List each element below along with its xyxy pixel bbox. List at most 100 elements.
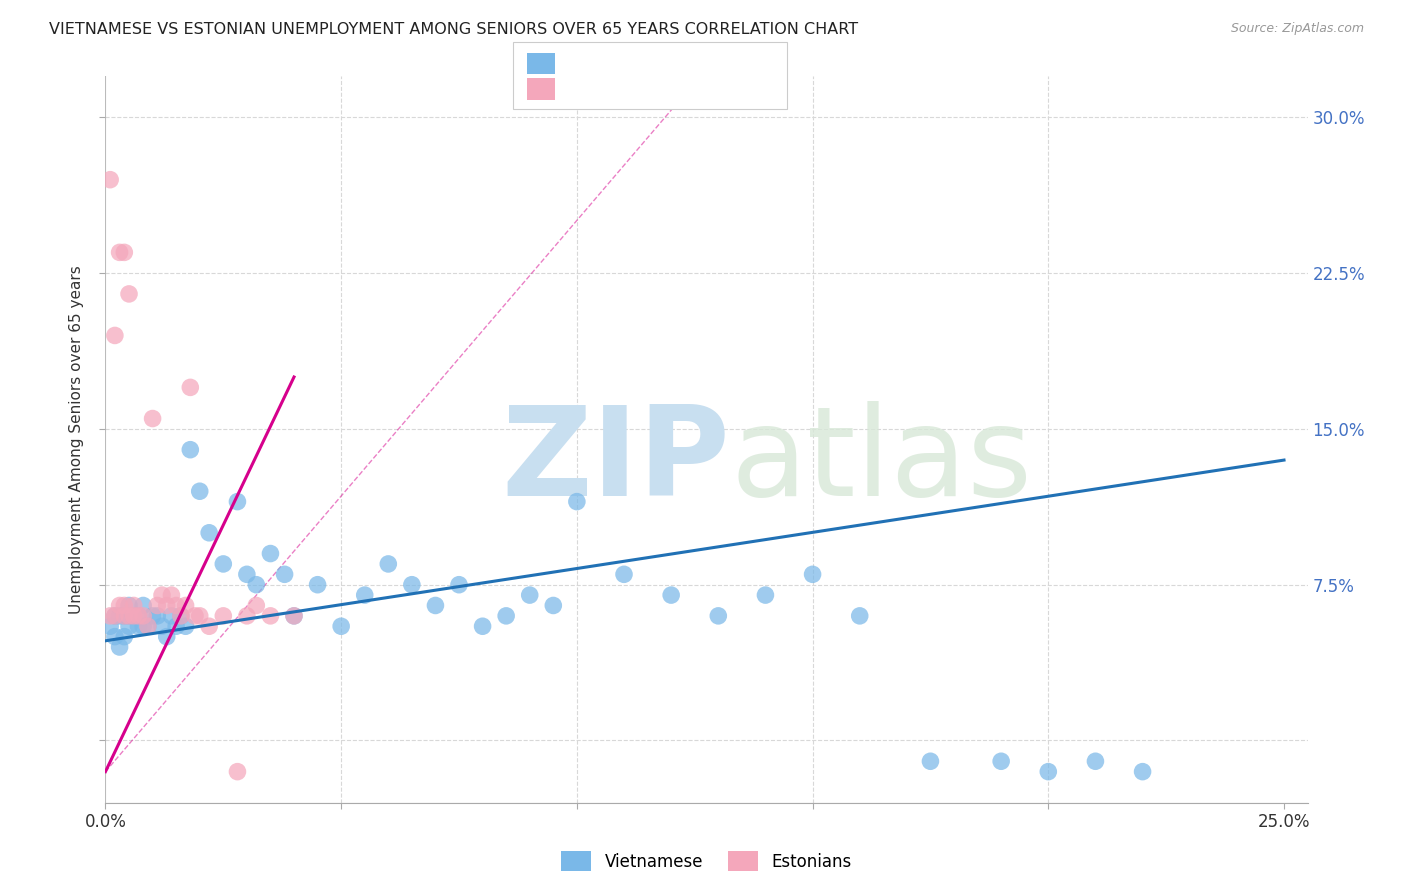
Point	[447, 578, 470, 592]
Point	[122, 599, 145, 613]
Point	[198, 525, 221, 540]
Point	[259, 547, 281, 561]
Point	[160, 608, 183, 623]
Point	[136, 619, 159, 633]
Point	[179, 442, 201, 457]
Point	[245, 578, 267, 592]
Point	[127, 619, 149, 633]
Point	[212, 557, 235, 571]
Point	[156, 630, 179, 644]
Text: VIETNAMESE VS ESTONIAN UNEMPLOYMENT AMONG SENIORS OVER 65 YEARS CORRELATION CHAR: VIETNAMESE VS ESTONIAN UNEMPLOYMENT AMON…	[49, 22, 858, 37]
Point	[471, 619, 494, 633]
Point	[127, 608, 149, 623]
Point	[565, 494, 588, 508]
Point	[118, 608, 141, 623]
Point	[98, 619, 121, 633]
Point	[179, 380, 201, 394]
Point	[1132, 764, 1154, 779]
Point	[170, 608, 193, 623]
Point	[283, 608, 305, 623]
Point	[519, 588, 541, 602]
Point	[184, 608, 207, 623]
Point	[659, 588, 682, 602]
Point	[848, 608, 870, 623]
Point	[150, 588, 173, 602]
Point	[142, 608, 165, 623]
Point	[150, 619, 173, 633]
Point	[165, 599, 187, 613]
Point	[112, 630, 135, 644]
Point	[136, 619, 159, 633]
Point	[226, 494, 249, 508]
Point	[198, 619, 221, 633]
Point	[104, 608, 127, 623]
Point	[707, 608, 730, 623]
Point	[108, 608, 131, 623]
Point	[920, 754, 942, 768]
Text: 57: 57	[678, 54, 700, 72]
Point	[108, 245, 131, 260]
Point	[112, 608, 135, 623]
Point	[307, 578, 329, 592]
Point	[108, 599, 131, 613]
Point	[165, 619, 187, 633]
Text: R =: R =	[565, 80, 602, 98]
Point	[226, 764, 249, 779]
Point	[174, 599, 197, 613]
Point	[118, 599, 141, 613]
Point	[801, 567, 824, 582]
Point	[188, 608, 211, 623]
Point	[401, 578, 423, 592]
Point	[236, 567, 259, 582]
Point	[174, 619, 197, 633]
Point	[330, 619, 353, 633]
Point	[170, 608, 193, 623]
Point	[104, 608, 127, 623]
Point	[160, 588, 183, 602]
Point	[188, 484, 211, 499]
Point	[273, 567, 295, 582]
Point	[146, 599, 169, 613]
Point	[283, 608, 305, 623]
Point	[156, 599, 179, 613]
Point	[142, 411, 165, 425]
Point	[112, 608, 135, 623]
Y-axis label: Unemployment Among Seniors over 65 years: Unemployment Among Seniors over 65 years	[69, 265, 84, 614]
Point	[104, 328, 127, 343]
Point	[112, 245, 135, 260]
Point	[1084, 754, 1107, 768]
Point	[112, 599, 135, 613]
Point	[377, 557, 399, 571]
Point	[132, 608, 155, 623]
Point	[146, 608, 169, 623]
Point	[495, 608, 517, 623]
Point	[122, 608, 145, 623]
Text: 34: 34	[678, 80, 702, 98]
Point	[127, 608, 149, 623]
Text: ZIP: ZIP	[502, 401, 731, 522]
Text: atlas: atlas	[731, 401, 1032, 522]
Point	[118, 608, 141, 623]
Point	[98, 608, 121, 623]
Point	[613, 567, 636, 582]
Point	[425, 599, 447, 613]
Point	[118, 287, 141, 301]
Point	[104, 630, 127, 644]
Point	[98, 172, 121, 186]
Text: R =: R =	[565, 54, 602, 72]
Text: Source: ZipAtlas.com: Source: ZipAtlas.com	[1230, 22, 1364, 36]
Point	[212, 608, 235, 623]
Text: N =: N =	[650, 80, 686, 98]
Point	[259, 608, 281, 623]
Point	[122, 608, 145, 623]
Point	[754, 588, 776, 602]
Text: 0.305: 0.305	[595, 54, 647, 72]
Point	[353, 588, 375, 602]
Legend: Vietnamese, Estonians: Vietnamese, Estonians	[554, 845, 859, 878]
Text: N =: N =	[650, 54, 686, 72]
Point	[1038, 764, 1060, 779]
Point	[132, 619, 155, 633]
Text: 0.587: 0.587	[595, 80, 647, 98]
Point	[245, 599, 267, 613]
Point	[118, 619, 141, 633]
